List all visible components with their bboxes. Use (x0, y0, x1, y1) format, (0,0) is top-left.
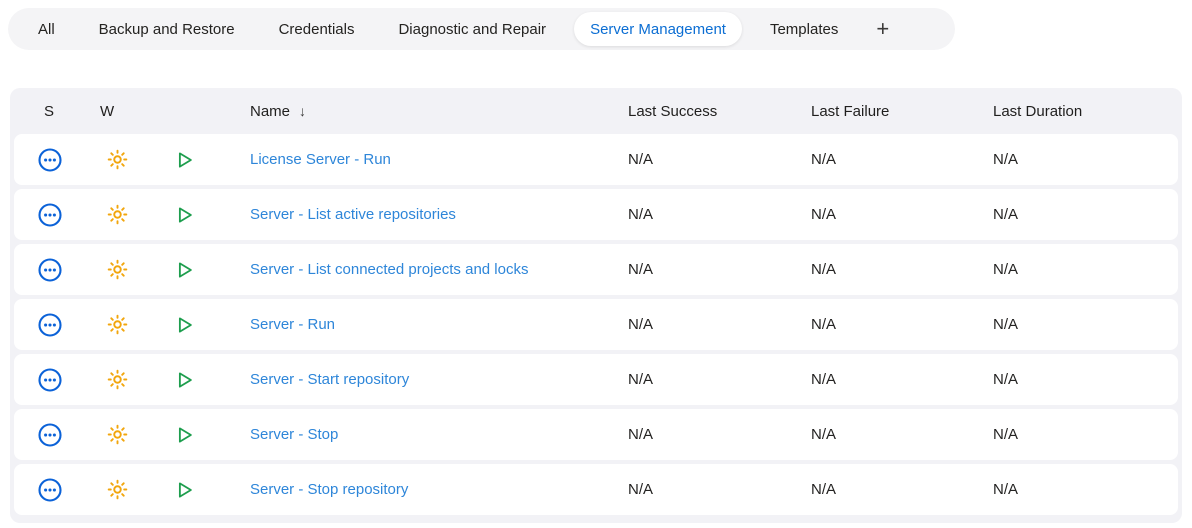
last-duration-value: N/A (993, 316, 1019, 333)
column-header-name-label: Name (250, 102, 291, 120)
run-job-button[interactable] (173, 314, 195, 336)
column-header-last-failure: Last Failure (811, 102, 890, 120)
last-duration-value: N/A (993, 151, 1019, 168)
run-job-button[interactable] (173, 424, 195, 446)
last-failure-value: N/A (811, 206, 837, 223)
last-success-value: N/A (628, 206, 654, 223)
tab-all[interactable]: All (16, 12, 77, 46)
tab-backup-and-restore[interactable]: Backup and Restore (77, 12, 257, 46)
last-failure-value: N/A (811, 261, 837, 278)
tab-templates[interactable]: Templates (748, 12, 860, 46)
weather-sun-icon (106, 313, 129, 336)
last-duration-value: N/A (993, 206, 1019, 223)
table-row: Server - Start repository N/A N/A N/A (14, 354, 1178, 405)
last-duration-value: N/A (993, 426, 1019, 443)
tab-diagnostic-and-repair[interactable]: Diagnostic and Repair (376, 12, 568, 46)
weather-sun-icon (106, 148, 129, 171)
tab-server-management[interactable]: Server Management (574, 12, 742, 46)
last-success-value: N/A (628, 371, 654, 388)
column-header-last-success: Last Success (628, 102, 718, 120)
job-name-link[interactable]: Server - Stop (250, 425, 339, 443)
sort-descending-icon: ↓ (299, 103, 307, 119)
last-duration-value: N/A (993, 481, 1019, 498)
last-duration-value: N/A (993, 371, 1019, 388)
table-row: Server - List active repositories N/A N/… (14, 189, 1178, 240)
job-name-link[interactable]: Server - Stop repository (250, 480, 409, 498)
status-ellipsis-circle-icon[interactable] (37, 202, 63, 228)
last-duration-value: N/A (993, 261, 1019, 278)
table-row: Server - List connected projects and loc… (14, 244, 1178, 295)
run-job-button[interactable] (173, 204, 195, 226)
tab-credentials[interactable]: Credentials (257, 12, 377, 46)
last-failure-value: N/A (811, 316, 837, 333)
status-ellipsis-circle-icon[interactable] (37, 422, 63, 448)
weather-sun-icon (106, 423, 129, 446)
last-success-value: N/A (628, 151, 654, 168)
column-header-weather: W (100, 102, 115, 120)
add-tab-button[interactable]: + (860, 12, 905, 46)
job-name-link[interactable]: Server - List connected projects and loc… (250, 260, 529, 278)
table-row: License Server - Run N/A N/A N/A (14, 134, 1178, 185)
jobs-table: S W Name ↓ Last Success Last Failure Las… (10, 88, 1182, 523)
job-name-link[interactable]: Server - List active repositories (250, 205, 456, 223)
table-row: Server - Stop N/A N/A N/A (14, 409, 1178, 460)
column-header-name[interactable]: Name ↓ (220, 103, 618, 120)
last-success-value: N/A (628, 316, 654, 333)
last-failure-value: N/A (811, 151, 837, 168)
status-ellipsis-circle-icon[interactable] (37, 147, 63, 173)
weather-sun-icon (106, 368, 129, 391)
status-ellipsis-circle-icon[interactable] (37, 367, 63, 393)
last-failure-value: N/A (811, 426, 837, 443)
last-success-value: N/A (628, 426, 654, 443)
column-header-last-duration: Last Duration (993, 102, 1083, 120)
column-header-status: S (44, 102, 55, 120)
last-failure-value: N/A (811, 371, 837, 388)
weather-sun-icon (106, 203, 129, 226)
job-name-link[interactable]: Server - Start repository (250, 370, 410, 388)
job-name-link[interactable]: License Server - Run (250, 150, 391, 168)
run-job-button[interactable] (173, 479, 195, 501)
status-ellipsis-circle-icon[interactable] (37, 477, 63, 503)
run-job-button[interactable] (173, 259, 195, 281)
table-row: Server - Run N/A N/A N/A (14, 299, 1178, 350)
status-ellipsis-circle-icon[interactable] (37, 312, 63, 338)
run-job-button[interactable] (173, 369, 195, 391)
last-success-value: N/A (628, 481, 654, 498)
table-row: Server - Stop repository N/A N/A N/A (14, 464, 1178, 515)
weather-sun-icon (106, 258, 129, 281)
table-header-row: S W Name ↓ Last Success Last Failure Las… (14, 88, 1178, 134)
status-ellipsis-circle-icon[interactable] (37, 257, 63, 283)
run-job-button[interactable] (173, 149, 195, 171)
last-success-value: N/A (628, 261, 654, 278)
weather-sun-icon (106, 478, 129, 501)
last-failure-value: N/A (811, 481, 837, 498)
job-category-tabs: All Backup and Restore Credentials Diagn… (8, 8, 955, 50)
job-name-link[interactable]: Server - Run (250, 315, 336, 333)
